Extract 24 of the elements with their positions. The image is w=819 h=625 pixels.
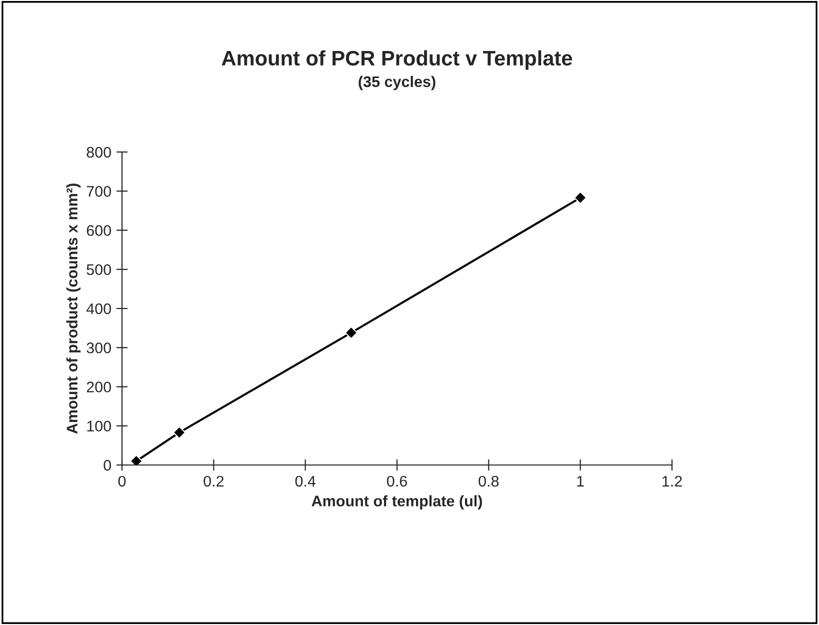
point <box>172 426 186 439</box>
point <box>344 326 358 340</box>
y-tick-label: 500 <box>86 264 111 276</box>
x-tick-label: 1.2 <box>662 476 682 486</box>
point <box>130 454 143 465</box>
y-tick-label: 600 <box>86 225 111 236</box>
x-tick-label: 0 <box>118 476 126 487</box>
x-tick-label: 0.2 <box>204 476 224 487</box>
chart-subtitle: (35 cycles) <box>358 76 436 90</box>
y-tick-label: 100 <box>87 420 111 432</box>
y-tick-label: 400 <box>86 303 111 314</box>
y-tick-label: 0 <box>104 460 111 471</box>
y-axis-title: Amount of product (counts x mm²) <box>66 184 81 434</box>
y-tick-label: 300 <box>86 342 111 354</box>
y-tick-label: 200 <box>86 382 111 392</box>
y-tick-label: 800 <box>86 146 111 158</box>
x-axis-title: Amount of template (ul) <box>312 495 482 510</box>
point <box>574 191 587 204</box>
x-tick-label: 1 <box>577 476 584 486</box>
y-tick-label: 700 <box>86 186 111 197</box>
chart-title: Amount of PCR Product v Template <box>222 50 572 70</box>
x-tick-label: 0.4 <box>295 476 316 487</box>
x-tick-label: 0.8 <box>478 476 499 487</box>
x-tick-label: 0.6 <box>386 476 407 487</box>
